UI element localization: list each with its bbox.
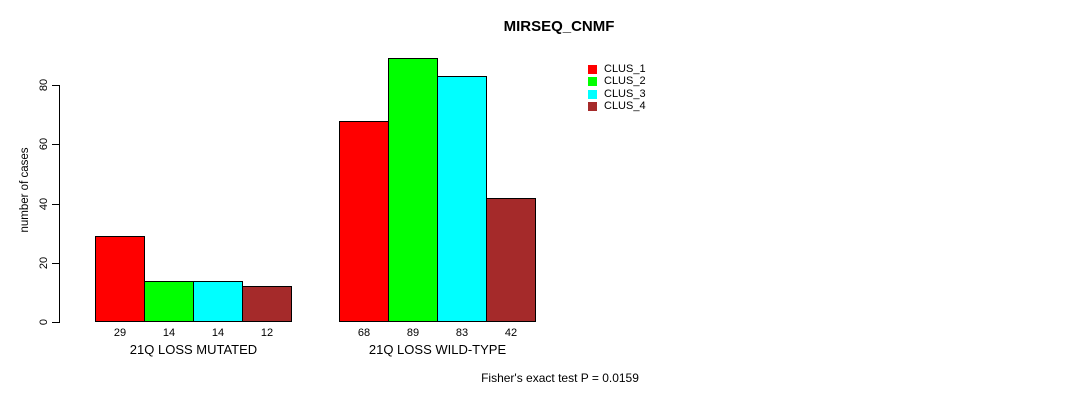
chart-title: MIRSEQ_CNMF	[503, 18, 615, 35]
bar-value-label: 29	[113, 327, 127, 339]
bar-value-label: 14	[162, 327, 176, 339]
y-tick-label: 0	[38, 318, 50, 326]
legend-swatch-clus_4	[588, 102, 597, 111]
legend-swatch-clus_2	[588, 77, 597, 86]
legend-swatch-clus_1	[588, 65, 597, 74]
bar-clus_2-group2	[388, 58, 438, 322]
bar-value-label: 42	[504, 327, 518, 339]
bar-clus_1-group1	[95, 236, 145, 322]
bar-value-label: 89	[406, 327, 420, 339]
x-category-label: 21Q LOSS WILD-TYPE	[368, 342, 507, 357]
x-category-label: 21Q LOSS MUTATED	[129, 342, 258, 357]
legend-label-clus_3: CLUS_3	[604, 88, 646, 100]
bar-clus_4-group1	[242, 286, 292, 322]
bar-clus_2-group1	[144, 281, 194, 322]
y-axis-title: number of cases	[19, 147, 31, 233]
legend-label-clus_1: CLUS_1	[604, 63, 646, 75]
bar-value-label: 14	[211, 327, 225, 339]
legend-swatch-clus_3	[588, 90, 597, 99]
legend-label-clus_4: CLUS_4	[604, 100, 646, 112]
bar-value-label: 68	[357, 327, 371, 339]
y-tick-label: 80	[38, 78, 50, 92]
fisher-test-annotation: Fisher's exact test P = 0.0159	[481, 371, 639, 385]
bar-value-label: 12	[260, 327, 274, 339]
legend-label-clus_2: CLUS_2	[604, 75, 646, 87]
y-tick-mark	[52, 322, 59, 323]
y-tick-mark	[52, 85, 59, 86]
bar-clus_3-group1	[193, 281, 243, 322]
y-tick-mark	[52, 263, 59, 264]
y-tick-mark	[52, 144, 59, 145]
bar-clus_3-group2	[437, 76, 487, 322]
bar-clus_1-group2	[339, 121, 389, 322]
bar-clus_4-group2	[486, 198, 536, 322]
bar-value-label: 83	[455, 327, 469, 339]
y-axis-line	[59, 85, 60, 323]
y-tick-label: 60	[38, 137, 50, 151]
y-tick-label: 20	[38, 256, 50, 270]
y-tick-mark	[52, 204, 59, 205]
y-tick-label: 40	[38, 197, 50, 211]
